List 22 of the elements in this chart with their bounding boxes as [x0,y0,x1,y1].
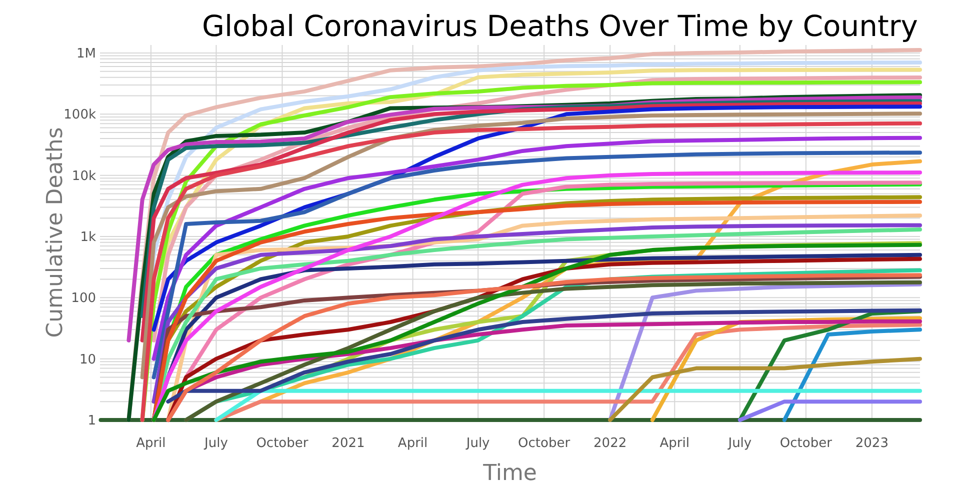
chart-title: Global Coronavirus Deaths Over Time by Country [202,9,918,43]
x-tick-label: July [727,436,752,451]
y-axis-title: Cumulative Deaths [43,127,68,338]
y-tick-label: 10 [79,352,96,368]
x-tick-label: April [136,436,166,451]
x-tick-label: October [780,436,833,451]
y-tick-label: 1k [80,230,96,246]
y-tick-label: 1 [88,414,96,429]
x-axis-title: Time [482,461,537,486]
x-tick-label: April [398,436,428,451]
x-tick-label: 2021 [332,436,365,451]
x-tick-label: April [660,436,690,451]
y-tick-label: 100k [64,108,96,123]
x-tick-label: 2023 [855,436,888,451]
y-tick-label: 100 [71,291,96,306]
x-tick-label: July [204,436,228,451]
x-tick-label: October [256,436,309,451]
x-tick-label: 2022 [594,436,627,451]
y-tick-label: 10k [72,168,96,184]
y-tick-label: 1M [76,46,96,62]
x-tick-label: October [518,436,571,451]
x-tick-label: July [465,436,490,451]
